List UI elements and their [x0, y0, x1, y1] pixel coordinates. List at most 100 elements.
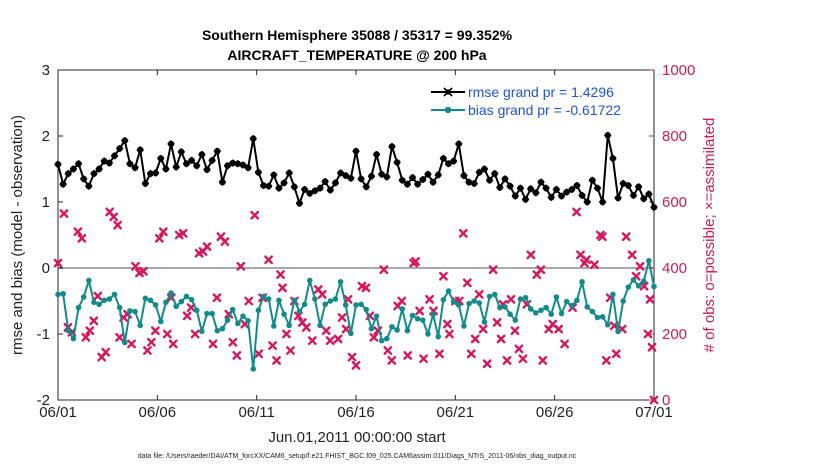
bias-point	[466, 300, 472, 307]
obs-marker	[254, 349, 264, 359]
rmse-point	[218, 178, 226, 186]
rmse-point	[460, 172, 468, 180]
obs-marker-stroke	[492, 318, 502, 327]
x-tick-label: 06/06	[139, 404, 177, 421]
obs-marker	[369, 332, 379, 342]
rmse-point	[516, 184, 524, 192]
bias-point	[229, 306, 236, 313]
x-axis-label: Jun.01,2011 00:00:00 start	[268, 429, 446, 446]
rmse-point	[614, 194, 622, 202]
obs-marker	[597, 232, 607, 242]
rmse-point	[409, 174, 417, 182]
rmse-point	[285, 169, 293, 177]
bias-point	[363, 306, 370, 313]
bias-point	[322, 301, 328, 308]
obs-marker-stroke	[351, 360, 361, 370]
obs-marker-stroke	[131, 261, 140, 271]
y-tick-label-right: 800	[662, 128, 687, 145]
bias-point	[55, 291, 61, 298]
bias-point	[60, 290, 66, 297]
bias-point	[430, 311, 436, 318]
bias-point	[425, 331, 431, 337]
bias-point	[240, 313, 246, 319]
obs-marker-stroke	[403, 351, 413, 360]
obs-marker	[435, 349, 444, 359]
rmse-point	[532, 189, 540, 197]
obs-marker-stroke	[162, 329, 172, 339]
bias-point	[281, 311, 287, 318]
bias-point	[522, 294, 529, 301]
obs-marker	[278, 283, 287, 293]
obs-marker	[77, 233, 87, 243]
rmse-point	[619, 180, 627, 188]
rmse-point	[321, 178, 329, 186]
rmse-point	[249, 135, 257, 143]
obs-marker	[444, 329, 454, 339]
obs-marker-stroke	[297, 318, 307, 327]
rmse-point	[342, 172, 350, 180]
obs-marker-stroke	[538, 356, 548, 365]
obs-marker-stroke	[272, 356, 281, 365]
obs-marker-stroke	[425, 294, 434, 304]
obs-marker	[536, 265, 546, 275]
obs-marker-stroke	[282, 329, 291, 339]
bias-point	[440, 296, 447, 303]
obs-marker	[85, 326, 95, 336]
obs-marker-stroke	[278, 283, 287, 293]
obs-marker	[208, 339, 218, 349]
y-tick-label-right: 400	[662, 260, 687, 277]
obs-marker	[131, 261, 140, 271]
rmse-point	[69, 165, 77, 173]
legend-swatch-marker	[444, 106, 452, 114]
bias-point	[476, 300, 483, 306]
rmse-point	[331, 179, 339, 187]
obs-marker-stroke	[182, 311, 192, 321]
rmse-point	[326, 186, 334, 194]
obs-marker	[250, 210, 260, 220]
obs-marker	[361, 283, 371, 293]
rmse-point	[162, 165, 170, 173]
bias-point	[296, 308, 303, 315]
bias-point	[157, 318, 164, 325]
rmse-point	[208, 156, 216, 164]
bias-point	[445, 288, 452, 294]
bias-point	[384, 335, 390, 342]
rmse-point	[301, 185, 309, 193]
bias-point	[378, 337, 385, 344]
obs-marker	[168, 339, 178, 349]
bias-point	[568, 302, 575, 309]
bias-point	[543, 304, 549, 311]
obs-marker-stroke	[313, 285, 323, 294]
rmse-point	[105, 159, 113, 167]
obs-marker	[101, 347, 111, 357]
obs-marker	[601, 356, 611, 365]
obs-marker-stroke	[462, 278, 472, 288]
obs-marker-stroke	[73, 227, 83, 237]
rmse-point	[213, 147, 221, 155]
obs-marker-stroke	[186, 303, 196, 312]
obs-marker	[351, 360, 361, 370]
bias-point	[461, 323, 467, 329]
bias-point	[306, 277, 313, 284]
rmse-point	[491, 170, 499, 178]
obs-marker-stroke	[442, 319, 452, 329]
rmse-point	[198, 150, 206, 158]
obs-marker-stroke	[621, 232, 631, 242]
y-tick-label-right: 200	[662, 326, 687, 343]
bias-point	[491, 291, 498, 298]
bias-point	[317, 322, 323, 329]
rmse-point	[373, 150, 381, 158]
bias-point	[625, 284, 632, 290]
obs-marker	[397, 296, 407, 306]
rmse-point	[157, 154, 165, 162]
obs-marker-stroke	[333, 334, 343, 344]
obs-marker-stroke	[411, 257, 420, 266]
bias-point	[235, 320, 241, 327]
obs-marker	[510, 326, 520, 336]
rmse-point	[167, 140, 175, 148]
obs-marker-stroke	[264, 255, 273, 265]
y-tick-label-left: -2	[37, 392, 50, 409]
rmse-point	[224, 162, 232, 170]
bias-point	[368, 325, 375, 332]
rmse-point	[547, 193, 555, 201]
